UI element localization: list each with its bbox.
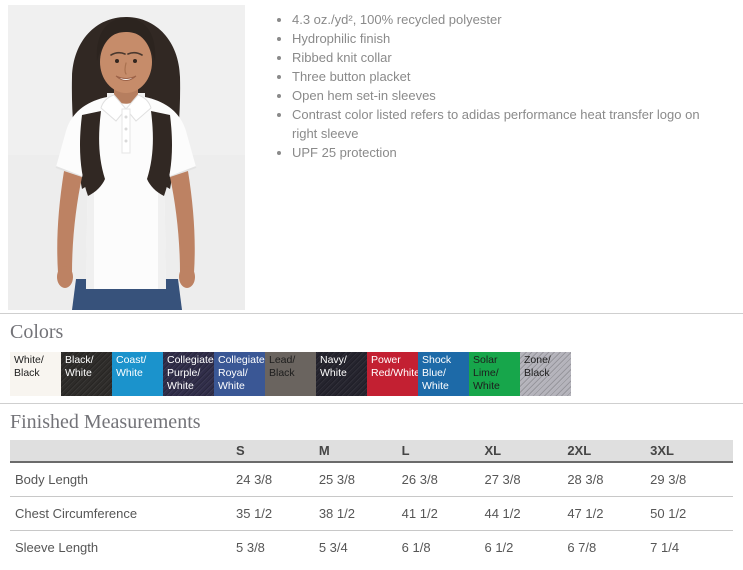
- measurement-value: 28 3/8: [567, 471, 604, 487]
- measurements-table: S M L XL 2XL 3XL Body Length 24 3/8 25 3/8 26 3/…: [10, 440, 733, 564]
- color-swatch-row: White/ Black Black/ White Coast/ White Coll…: [10, 352, 571, 396]
- feature-item: Hydrophilic finish: [292, 29, 725, 48]
- measurement-label: Sleeve Length: [15, 539, 99, 555]
- measurement-value: 35 1/2: [236, 505, 273, 521]
- measurement-value: 7 1/4: [650, 539, 680, 555]
- measurement-row: Body Length 24 3/8 25 3/8 26 3/8 27 3/8 28 3/…: [10, 462, 733, 496]
- color-swatch[interactable]: White/ Black: [10, 352, 61, 396]
- size-column-header: L: [401, 440, 485, 462]
- color-swatch[interactable]: Coast/ White: [112, 352, 163, 396]
- model-illustration: [8, 5, 245, 310]
- feature-item: 4.3 oz./yd², 100% recycled polyester: [292, 10, 725, 29]
- feature-item: Ribbed knit collar: [292, 48, 725, 67]
- color-swatch[interactable]: Power Red/White: [367, 352, 418, 396]
- divider: [0, 403, 743, 404]
- size-column-header: XL: [484, 440, 568, 462]
- feature-item: UPF 25 protection: [292, 143, 725, 162]
- measurement-value: 50 1/2: [650, 505, 687, 521]
- feature-item: Contrast color listed refers to adidas p…: [292, 105, 725, 143]
- measurement-value: 6 1/8: [401, 539, 431, 555]
- feature-item: Open hem set-in sleeves: [292, 86, 725, 105]
- measurement-value: 41 1/2: [401, 505, 438, 521]
- measurement-label: Body Length: [15, 471, 89, 487]
- features-list: 4.3 oz./yd², 100% recycled polyesterHydr…: [278, 10, 725, 310]
- measurements-header-row: S M L XL 2XL 3XL: [10, 440, 733, 462]
- color-swatch[interactable]: Solar Lime/ White: [469, 352, 520, 396]
- measurement-value: 26 3/8: [401, 471, 438, 487]
- measurement-row: Chest Circumference 35 1/2 38 1/2 41 1/2 44 …: [10, 496, 733, 530]
- color-swatch[interactable]: Zone/ Black: [520, 352, 571, 396]
- product-photo: [8, 5, 245, 310]
- divider: [0, 313, 743, 314]
- measurement-value: 6 1/2: [484, 539, 514, 555]
- color-swatch[interactable]: Black/ White: [61, 352, 112, 396]
- color-swatch[interactable]: Shock Blue/ White: [418, 352, 469, 396]
- measurement-value: 29 3/8: [650, 471, 687, 487]
- measurement-value: 27 3/8: [484, 471, 521, 487]
- measurement-value: 24 3/8: [236, 471, 273, 487]
- colors-heading: Colors: [10, 321, 64, 343]
- color-swatch[interactable]: Collegiate Royal/ White: [214, 352, 265, 396]
- size-column-header: 2XL: [567, 440, 651, 462]
- measurements-corner-cell: [10, 440, 236, 462]
- size-column-header: S: [236, 440, 319, 462]
- size-column-header: 3XL: [650, 440, 733, 462]
- feature-item: Three button placket: [292, 67, 725, 86]
- measurement-label: Chest Circumference: [15, 505, 138, 521]
- color-swatch[interactable]: Lead/ Black: [265, 352, 316, 396]
- measurement-value: 6 7/8: [567, 539, 597, 555]
- measurements-heading: Finished Measurements: [10, 411, 201, 433]
- measurement-value: 5 3/4: [318, 539, 348, 555]
- measurement-value: 44 1/2: [484, 505, 521, 521]
- color-swatch[interactable]: Navy/ White: [316, 352, 367, 396]
- measurements-body: Body Length 24 3/8 25 3/8 26 3/8 27 3/8 28 3/…: [10, 462, 733, 564]
- measurement-row: Sleeve Length 5 3/8 5 3/4 6 1/8 6 1/2 6 7/8 7 …: [10, 530, 733, 564]
- measurement-value: 38 1/2: [318, 505, 355, 521]
- color-swatch[interactable]: Collegiate Purple/ White: [163, 352, 214, 396]
- size-column-header: M: [318, 440, 402, 462]
- measurement-value: 5 3/8: [236, 539, 265, 555]
- measurement-value: 25 3/8: [318, 471, 355, 487]
- measurement-value: 47 1/2: [567, 505, 604, 521]
- product-overview: 4.3 oz./yd², 100% recycled polyesterHydr…: [0, 0, 743, 310]
